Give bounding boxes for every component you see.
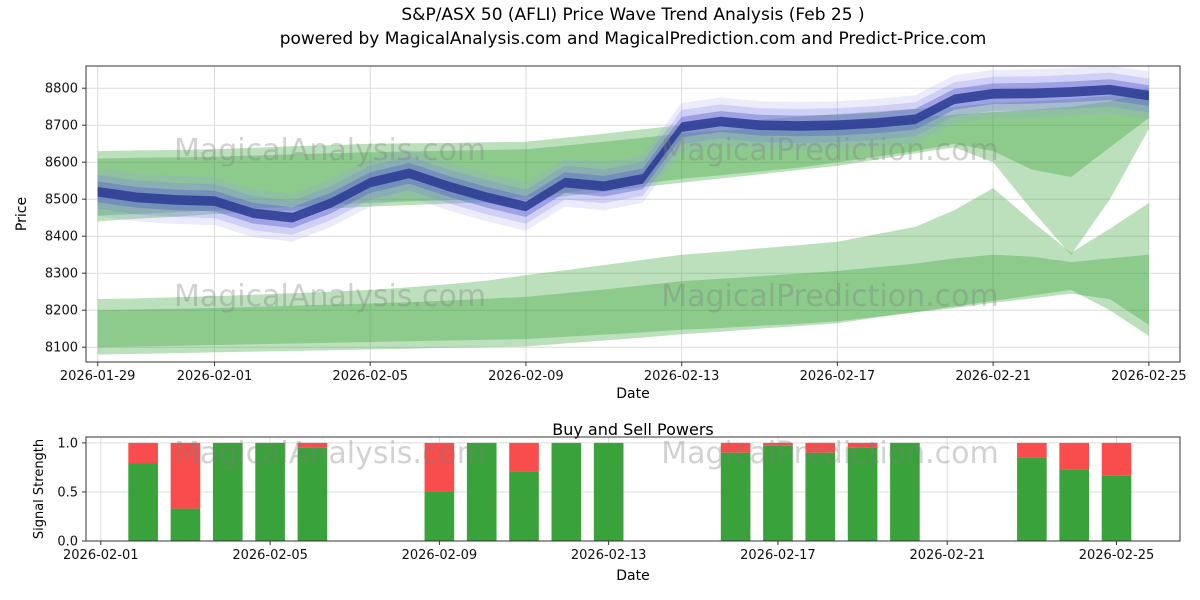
buy-bar <box>255 442 285 541</box>
price-plot-border <box>85 65 1181 363</box>
buy-bar <box>763 445 793 541</box>
chart-title: S&P/ASX 50 (AFLI) Price Wave Trend Analy… <box>401 5 865 25</box>
sell-bar <box>170 442 201 509</box>
svg-text:0.5: 0.5 <box>57 485 78 500</box>
sell-bar <box>763 442 793 446</box>
band-lower-forecast-inner <box>97 254 1149 348</box>
power-x-axis-label: Date <box>616 568 650 584</box>
svg-text:2026-02-05: 2026-02-05 <box>332 369 408 384</box>
svg-text:8600: 8600 <box>45 156 78 171</box>
sell-bar <box>805 442 836 453</box>
buy-bar <box>424 491 455 541</box>
svg-text:2026-02-21: 2026-02-21 <box>955 369 1031 384</box>
price-axes: 8100 8200 8300 8400 8500 8600 8700 8800 2026-01-… <box>45 82 1187 384</box>
sell-bar <box>424 442 455 492</box>
buy-bar <box>593 442 624 541</box>
buy-bar <box>720 452 751 541</box>
svg-text:2026-02-13: 2026-02-13 <box>644 369 720 384</box>
band-lower-forecast-outer <box>97 188 1149 355</box>
sell-bar <box>1101 442 1132 476</box>
svg-text:1.0: 1.0 <box>57 436 78 451</box>
buy-bar <box>128 463 158 541</box>
svg-text:8200: 8200 <box>45 304 78 319</box>
sell-bar <box>1017 442 1047 458</box>
svg-text:2026-02-09: 2026-02-09 <box>488 369 564 384</box>
watermark-text: MagicalAnalysis.com <box>174 436 486 471</box>
sell-bar <box>847 442 878 448</box>
sell-bar <box>1059 442 1090 470</box>
watermark-text: MagicalAnalysis.com <box>174 133 486 168</box>
svg-text:8700: 8700 <box>45 119 78 134</box>
svg-text:2026-02-25: 2026-02-25 <box>1079 548 1155 563</box>
svg-text:2026-02-17: 2026-02-17 <box>800 369 876 384</box>
watermark-text: MagicalPrediction.com <box>661 436 999 471</box>
svg-text:2026-02-13: 2026-02-13 <box>571 548 647 563</box>
power-chart-title: Buy and Sell Powers <box>552 420 714 439</box>
svg-text:2026-02-01: 2026-02-01 <box>63 548 139 563</box>
power-plot-border <box>85 436 1181 542</box>
svg-text:2026-02-09: 2026-02-09 <box>402 548 478 563</box>
watermark-text: MagicalAnalysis.com <box>174 279 486 314</box>
buy-bar <box>1017 457 1047 541</box>
chart-subtitle: powered by MagicalAnalysis.com and Magic… <box>279 29 987 49</box>
buy-sell-bars <box>128 442 1132 541</box>
band-upper-forecast-outer <box>97 88 1149 255</box>
buy-bar <box>170 508 201 541</box>
svg-text:8800: 8800 <box>45 82 78 97</box>
svg-text:2026-02-21: 2026-02-21 <box>909 548 985 563</box>
sell-bar <box>297 442 328 448</box>
watermark-text: MagicalPrediction.com <box>661 279 999 314</box>
buy-bar <box>1101 475 1132 541</box>
power-axes: 0.0 0.5 1.0 2026-02-01 2026-02-05 2026-02-09 2… <box>57 436 1154 563</box>
svg-text:8300: 8300 <box>45 267 78 282</box>
svg-text:8500: 8500 <box>45 193 78 208</box>
svg-text:2026-02-25: 2026-02-25 <box>1111 369 1187 384</box>
svg-text:2026-02-17: 2026-02-17 <box>740 548 816 563</box>
buy-bar <box>297 447 328 541</box>
svg-text:2026-01-29: 2026-01-29 <box>60 369 136 384</box>
sell-bar <box>509 442 539 472</box>
watermarks: MagicalAnalysis.com MagicalPrediction.com… <box>174 133 999 471</box>
svg-text:8100: 8100 <box>45 341 78 356</box>
watermark-text: MagicalPrediction.com <box>661 133 999 168</box>
price-wave <box>97 66 1149 242</box>
sell-bar <box>128 442 158 464</box>
svg-text:2026-02-01: 2026-02-01 <box>177 369 253 384</box>
price-x-axis-label: Date <box>616 386 650 402</box>
svg-text:0.0: 0.0 <box>57 535 78 550</box>
svg-text:8400: 8400 <box>45 230 78 245</box>
buy-bar <box>805 452 836 541</box>
buy-bar <box>212 442 243 541</box>
buy-bar <box>509 471 539 541</box>
price-grid <box>86 66 1180 362</box>
sell-bar <box>720 442 751 453</box>
buy-bar <box>890 442 920 541</box>
buy-bar <box>466 442 497 541</box>
buy-bar <box>551 442 582 541</box>
buy-bar <box>847 447 878 541</box>
svg-text:2026-02-05: 2026-02-05 <box>232 548 308 563</box>
buy-bar <box>1059 469 1090 541</box>
